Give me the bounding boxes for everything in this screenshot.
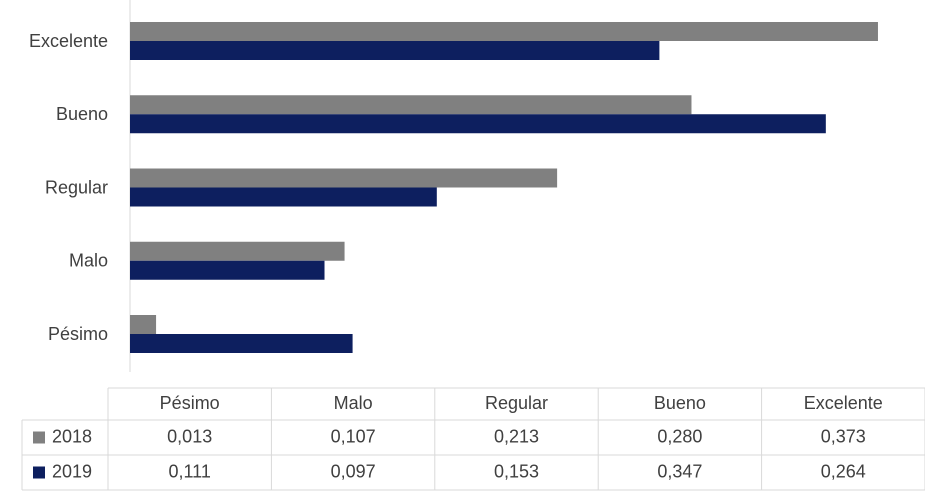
bar: [130, 114, 826, 134]
legend-key: [33, 466, 45, 479]
bar: [130, 22, 878, 41]
bar: [130, 41, 660, 60]
table-cell: 0,013: [167, 426, 212, 446]
table-cell: 0,153: [494, 461, 539, 481]
y-tick-label: Regular: [45, 177, 108, 197]
bar: [130, 187, 437, 207]
y-tick-label: Pésimo: [48, 324, 108, 344]
table-cell: 0,213: [494, 426, 539, 446]
bar: [130, 168, 558, 188]
table-cell: 0,264: [821, 461, 866, 481]
table-header: Pésimo: [160, 393, 220, 413]
table-header: Regular: [485, 393, 548, 413]
table-cell: 0,097: [331, 461, 376, 481]
y-tick-label: Malo: [69, 251, 108, 271]
table-cell: 0,347: [657, 461, 702, 481]
table-header: Bueno: [654, 393, 706, 413]
table-cell: 0,373: [821, 426, 866, 446]
table-cell: 0,280: [657, 426, 702, 446]
legend-key: [33, 431, 45, 444]
bar: [130, 334, 353, 353]
table-cell: 0,107: [331, 426, 376, 446]
bar: [130, 95, 692, 115]
y-tick-label: Bueno: [56, 104, 108, 124]
legend-label: 2018: [52, 426, 92, 446]
table-header: Malo: [334, 393, 373, 413]
bar: [130, 260, 325, 280]
bar: [130, 241, 345, 261]
legend-label: 2019: [52, 461, 92, 481]
bar: [130, 315, 157, 334]
table-cell: 0,111: [169, 461, 211, 481]
table-header: Excelente: [804, 393, 883, 413]
y-tick-label: Excelente: [29, 31, 108, 51]
